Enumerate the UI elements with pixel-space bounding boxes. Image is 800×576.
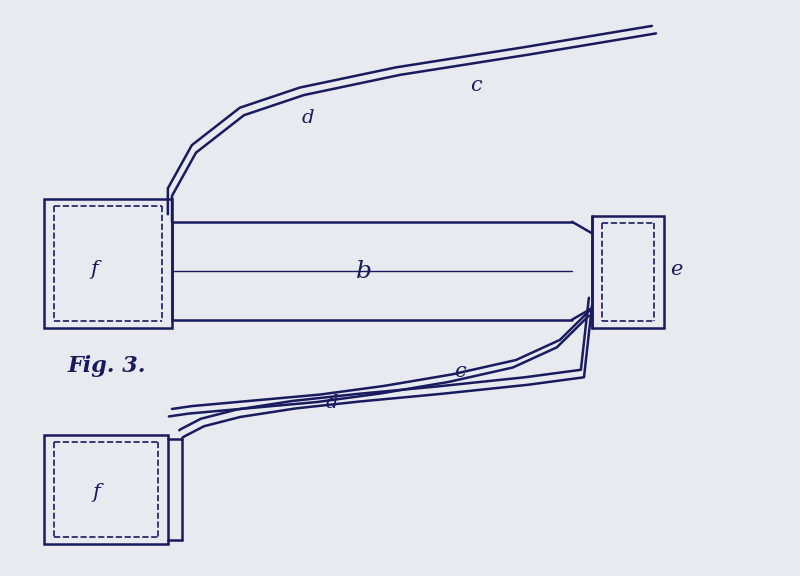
Text: Fig. 3.: Fig. 3. <box>68 355 146 377</box>
Bar <box>44 435 168 544</box>
Bar <box>44 199 172 328</box>
Text: e: e <box>670 260 682 279</box>
Text: f: f <box>90 260 98 279</box>
Text: d: d <box>326 394 338 412</box>
Text: b: b <box>356 260 372 283</box>
Bar <box>592 216 664 328</box>
Text: c: c <box>454 362 466 381</box>
Text: f: f <box>92 483 100 502</box>
Text: c: c <box>470 76 482 94</box>
Text: d: d <box>302 109 314 127</box>
